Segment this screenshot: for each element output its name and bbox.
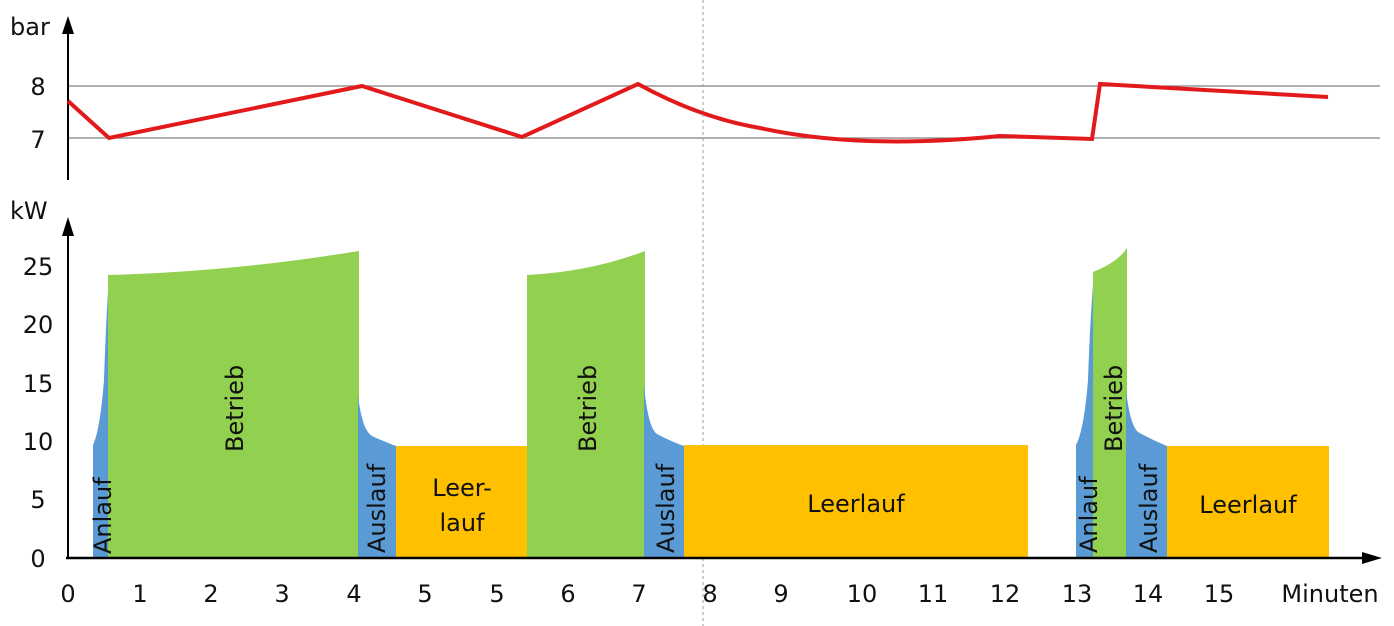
power-unit-label: kW: [10, 197, 48, 225]
xtick: 8: [702, 580, 717, 608]
xtick: 6: [560, 580, 575, 608]
pressure-ytick-7: 7: [30, 126, 45, 154]
label-anlauf-3: Anlauf: [1075, 476, 1103, 553]
xtick: 10: [847, 580, 878, 608]
label-auslauf-2: Auslauf: [652, 463, 680, 553]
label-betrieb-3: Betrieb: [1100, 365, 1128, 452]
xtick: 2: [203, 580, 218, 608]
power-ytick-0: 0: [30, 545, 45, 573]
xtick: 1: [132, 580, 147, 608]
xtick: 0: [60, 580, 75, 608]
power-y-axis-arrow-icon: [62, 217, 74, 236]
segment-leerlauf-1: [396, 446, 527, 558]
label-leerlauf-1-line1: Leer-: [432, 474, 491, 502]
segment-betrieb-2: [527, 251, 645, 558]
segment-betrieb-3: [1093, 248, 1127, 558]
label-leerlauf-2: Leerlauf: [807, 490, 905, 518]
label-leerlauf-3: Leerlauf: [1199, 491, 1297, 519]
xtick: 5: [489, 580, 504, 608]
x-axis-arrow-icon: [1362, 552, 1382, 564]
xtick: 5: [417, 580, 432, 608]
power-ytick-10: 10: [23, 428, 54, 456]
segment-betrieb-1: [108, 251, 359, 558]
xtick: 12: [990, 580, 1021, 608]
xtick: 7: [631, 580, 646, 608]
power-ytick-15: 15: [23, 370, 54, 398]
segment-auslauf-1: [358, 395, 396, 558]
pressure-y-axis-arrow-icon: [62, 16, 74, 34]
label-auslauf-1: Auslauf: [363, 463, 391, 553]
label-anlauf-1: Anlauf: [89, 477, 117, 554]
xtick: 3: [274, 580, 289, 608]
xtick: 4: [346, 580, 361, 608]
label-leerlauf-1-line2: lauf: [439, 509, 485, 537]
label-betrieb-1: Betrieb: [221, 365, 249, 452]
xtick: 11: [918, 580, 949, 608]
segment-leerlauf-2: [684, 445, 1028, 558]
xtick: 9: [773, 580, 788, 608]
segment-anlauf-1: [93, 275, 109, 558]
segment-auslauf-3: [1126, 390, 1167, 558]
x-unit-label: Minuten: [1281, 580, 1378, 608]
power-ytick-5: 5: [30, 486, 45, 514]
segment-leerlauf-3: [1167, 446, 1329, 558]
label-betrieb-2: Betrieb: [574, 365, 602, 452]
xtick: 15: [1204, 580, 1235, 608]
xtick: 13: [1062, 580, 1093, 608]
power-ytick-25: 25: [23, 253, 54, 281]
label-auslauf-3: Auslauf: [1135, 463, 1163, 553]
xtick: 14: [1133, 580, 1164, 608]
power-ytick-20: 20: [23, 311, 54, 339]
pressure-chart: bar 8 7: [10, 13, 1380, 180]
segment-auslauf-2: [644, 385, 684, 558]
pressure-line: [66, 81, 1329, 144]
power-chart: Anlauf Betrieb Auslauf Leer- lauf Betrie…: [10, 197, 1382, 608]
pressure-unit-label: bar: [10, 13, 50, 41]
segment-anlauf-3: [1076, 272, 1094, 558]
pressure-ytick-8: 8: [30, 73, 45, 101]
